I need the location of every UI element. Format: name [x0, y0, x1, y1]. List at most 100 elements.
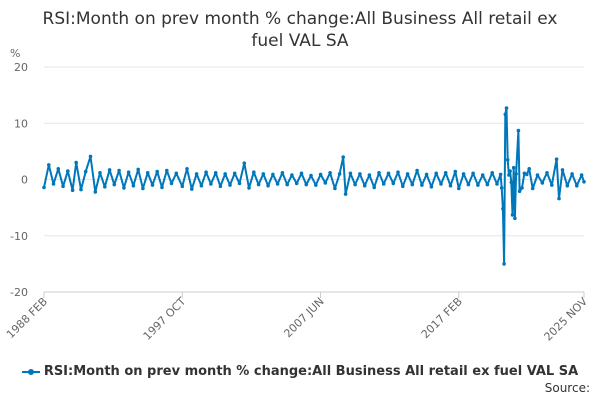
data-point[interactable]	[508, 169, 512, 173]
data-point[interactable]	[535, 173, 540, 177]
data-point[interactable]	[314, 183, 318, 187]
data-point[interactable]	[429, 185, 434, 189]
data-point[interactable]	[410, 182, 415, 187]
data-point[interactable]	[42, 185, 46, 190]
data-point[interactable]	[66, 169, 70, 173]
data-point[interactable]	[318, 172, 323, 177]
data-point[interactable]	[579, 173, 584, 177]
data-point[interactable]	[453, 169, 458, 174]
data-point[interactable]	[461, 172, 466, 176]
data-point[interactable]	[103, 185, 107, 189]
data-point[interactable]	[280, 171, 285, 175]
data-point[interactable]	[328, 171, 332, 175]
data-point[interactable]	[386, 171, 391, 176]
data-point[interactable]	[285, 182, 290, 187]
data-point[interactable]	[160, 185, 164, 190]
data-point[interactable]	[520, 186, 524, 190]
data-point[interactable]	[112, 182, 117, 187]
data-point[interactable]	[228, 183, 232, 187]
data-point[interactable]	[507, 173, 511, 177]
data-point[interactable]	[498, 172, 503, 177]
data-point[interactable]	[511, 165, 516, 170]
data-point[interactable]	[362, 183, 367, 188]
data-point[interactable]	[545, 171, 549, 175]
data-point[interactable]	[499, 186, 504, 190]
data-point[interactable]	[266, 183, 270, 188]
data-point[interactable]	[74, 160, 78, 165]
data-point[interactable]	[79, 187, 83, 192]
data-point[interactable]	[343, 192, 348, 196]
data-point[interactable]	[232, 171, 237, 176]
data-point[interactable]	[575, 183, 579, 188]
data-point[interactable]	[304, 182, 309, 187]
data-point[interactable]	[530, 186, 535, 191]
data-point[interactable]	[443, 171, 448, 175]
data-point[interactable]	[83, 169, 88, 174]
data-point[interactable]	[396, 170, 400, 174]
data-point[interactable]	[204, 170, 208, 174]
data-point[interactable]	[299, 171, 304, 176]
data-point[interactable]	[213, 171, 218, 175]
data-point[interactable]	[353, 182, 357, 187]
data-point[interactable]	[275, 182, 280, 186]
data-point[interactable]	[457, 186, 461, 191]
data-point[interactable]	[510, 213, 515, 217]
data-point[interactable]	[582, 180, 586, 184]
data-point[interactable]	[377, 171, 381, 175]
data-point[interactable]	[505, 158, 510, 162]
data-point[interactable]	[381, 182, 386, 186]
data-point[interactable]	[570, 172, 574, 176]
data-point[interactable]	[516, 128, 521, 133]
data-point[interactable]	[337, 172, 342, 176]
data-point[interactable]	[490, 171, 495, 175]
data-point[interactable]	[513, 216, 517, 221]
data-point[interactable]	[466, 182, 471, 187]
data-point[interactable]	[509, 180, 514, 185]
data-point[interactable]	[122, 186, 126, 190]
data-point[interactable]	[218, 184, 223, 189]
data-point[interactable]	[88, 154, 93, 159]
data-point[interactable]	[503, 112, 508, 117]
data-point[interactable]	[565, 183, 570, 188]
data-point[interactable]	[98, 171, 102, 175]
data-point[interactable]	[504, 106, 509, 110]
data-point[interactable]	[485, 182, 490, 187]
data-point[interactable]	[199, 183, 204, 188]
data-point[interactable]	[517, 189, 522, 194]
data-point[interactable]	[401, 184, 405, 189]
data-point[interactable]	[372, 185, 377, 190]
data-point[interactable]	[476, 183, 480, 187]
data-point[interactable]	[107, 168, 112, 172]
data-point[interactable]	[554, 157, 559, 161]
data-point[interactable]	[415, 168, 419, 173]
data-point[interactable]	[358, 172, 362, 176]
data-point[interactable]	[131, 183, 136, 188]
legend[interactable]: RSI:Month on prev month % change:All Bus…	[0, 364, 600, 379]
data-point[interactable]	[480, 173, 485, 177]
data-point[interactable]	[70, 188, 75, 192]
data-point[interactable]	[93, 190, 98, 194]
data-point[interactable]	[180, 184, 185, 189]
data-point[interactable]	[502, 262, 506, 266]
data-point[interactable]	[169, 181, 174, 186]
data-point[interactable]	[155, 169, 159, 174]
data-point[interactable]	[557, 196, 561, 201]
data-point[interactable]	[323, 181, 328, 185]
data-point[interactable]	[185, 167, 189, 171]
data-point[interactable]	[527, 167, 531, 171]
data-point[interactable]	[174, 171, 179, 176]
data-point[interactable]	[560, 168, 565, 172]
data-point[interactable]	[190, 187, 194, 191]
data-point[interactable]	[341, 155, 346, 159]
data-point[interactable]	[294, 181, 299, 186]
data-point[interactable]	[237, 181, 242, 186]
data-point[interactable]	[391, 181, 396, 186]
data-point[interactable]	[256, 182, 261, 187]
data-point[interactable]	[420, 183, 424, 187]
data-point[interactable]	[165, 168, 169, 173]
data-point[interactable]	[145, 171, 150, 175]
data-point[interactable]	[252, 170, 256, 174]
data-point[interactable]	[61, 184, 65, 189]
data-point[interactable]	[126, 170, 131, 174]
data-point[interactable]	[47, 163, 51, 167]
